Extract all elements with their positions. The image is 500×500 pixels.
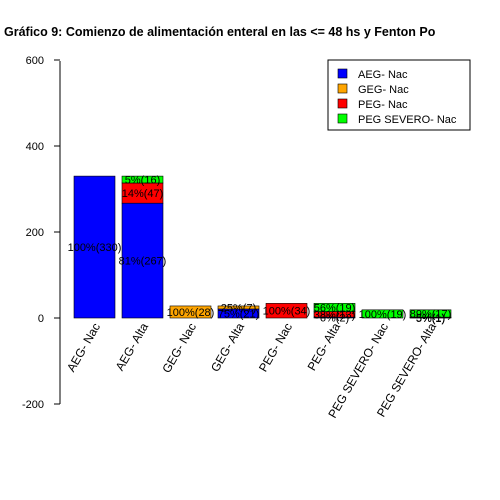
data-label: 25%(7) — [221, 302, 256, 314]
data-label: 89%(17) — [410, 308, 452, 320]
data-labels-group: 100%(330) 81%(267) 14%(47)5%(16) 100%(28) 75… — [68, 175, 452, 325]
bars-group — [73, 175, 452, 319]
category-label: PEG- Nac — [256, 321, 295, 375]
legend-label: AEG- Nac — [358, 69, 408, 81]
category-labels-group: AEG- Nac AEG- Alta GEG- Nac GEG- Alta PEG- N… — [64, 320, 439, 420]
y-tick-label: 0 — [38, 313, 44, 325]
data-label: 100%(19) — [359, 309, 407, 321]
y-tick-label: 600 — [26, 55, 44, 67]
bar-segment — [361, 309, 404, 319]
legend-label: PEG SEVERO- Nac — [358, 114, 457, 126]
legend-box — [327, 59, 471, 131]
y-axis: -200 0 200 400 600 — [22, 55, 60, 411]
data-label: 5%(1) — [416, 312, 445, 324]
bar-segment — [313, 303, 356, 312]
data-label: 5%(16) — [125, 175, 160, 187]
data-label: 6%(2) — [320, 313, 349, 325]
legend-swatch — [337, 68, 348, 79]
data-label: 81%(267) — [119, 256, 167, 268]
data-label: 100%(28) — [167, 307, 215, 319]
bar-segment — [169, 305, 212, 319]
data-label: 100%(330) — [68, 242, 122, 254]
bar-segment — [121, 175, 164, 184]
category-label: GEG- Alta — [208, 320, 247, 374]
bar-segment — [265, 303, 308, 319]
category-label: PEG- Alta — [305, 320, 344, 373]
y-tick-label: 200 — [26, 227, 44, 239]
legend-swatch — [337, 83, 348, 94]
legend-label: PEG- Nac — [358, 99, 408, 111]
chart-title: Gráfico 9: Comienzo de alimentación ente… — [4, 25, 436, 39]
bar-segment — [217, 305, 260, 310]
bar-segment — [409, 309, 452, 318]
data-label: 5%(1) — [416, 313, 445, 325]
category-label: AEG- Alta — [113, 320, 152, 373]
bar-segment — [73, 175, 116, 319]
legend-swatch — [337, 98, 348, 109]
data-label: 56%(19) — [314, 302, 356, 314]
bar-segment — [121, 202, 164, 319]
data-label: 38%(13) — [314, 309, 356, 321]
category-label: GEG- Nac — [159, 321, 199, 376]
data-label: 100%(34) — [263, 306, 311, 318]
y-tick-label: -200 — [22, 399, 44, 411]
legend-label: GEG- Nac — [358, 84, 409, 96]
y-tick-label: 400 — [26, 141, 44, 153]
legend: AEG- Nac GEG- Nac PEG- Nac PEG SEVERO- Nac — [327, 59, 471, 131]
category-label: AEG- Nac — [64, 321, 103, 375]
data-label: 14%(47) — [122, 188, 164, 200]
data-label: 75%(21) — [218, 308, 260, 320]
legend-swatch — [337, 113, 348, 124]
